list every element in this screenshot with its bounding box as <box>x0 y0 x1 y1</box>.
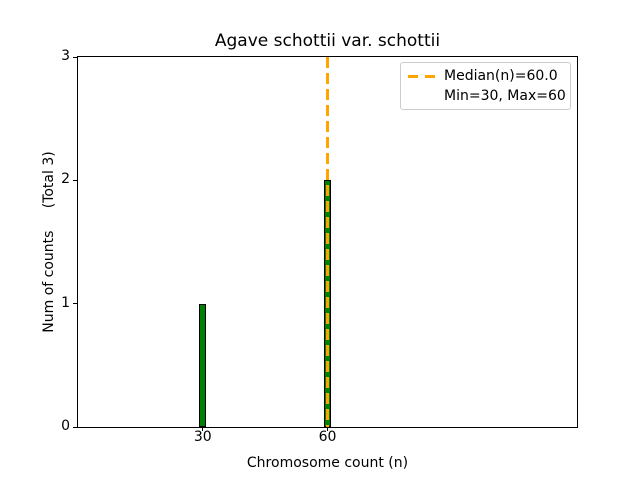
x-axis-label: Chromosome count (n) <box>246 455 409 471</box>
legend-label-median: Median(n)=60.0 <box>444 68 558 84</box>
y-tick-label-1: 1 <box>61 294 70 311</box>
chart-title: Agave schottii var. schottii <box>214 31 441 51</box>
y-tick-label-2: 2 <box>61 171 70 188</box>
y-tick-2 <box>73 179 77 181</box>
y-tick-3 <box>73 56 77 58</box>
median-line <box>326 57 329 427</box>
legend: Median(n)=60.0 Min=30, Max=60 <box>400 62 571 110</box>
y-tick-label-3: 3 <box>61 47 70 64</box>
bar-n30 <box>199 303 207 427</box>
legend-entry-minmax: Min=30, Max=60 <box>408 86 566 106</box>
plot-area: Median(n)=60.0 Min=30, Max=60 30 60 0 1 2 3 <box>61 48 578 445</box>
x-tick-60 <box>327 427 328 431</box>
x-tick-label-60: 60 <box>318 429 337 445</box>
x-tick-label-30: 30 <box>193 429 212 445</box>
legend-label-minmax: Min=30, Max=60 <box>444 88 566 104</box>
y-tick-label-0: 0 <box>61 417 70 434</box>
y-tick-1 <box>73 303 77 305</box>
dashed-line-legend-icon <box>408 74 435 78</box>
y-tick-0 <box>73 426 77 428</box>
x-tick-30 <box>202 427 204 431</box>
legend-icon-spacer <box>408 95 435 98</box>
legend-entry-median: Median(n)=60.0 <box>408 66 563 86</box>
